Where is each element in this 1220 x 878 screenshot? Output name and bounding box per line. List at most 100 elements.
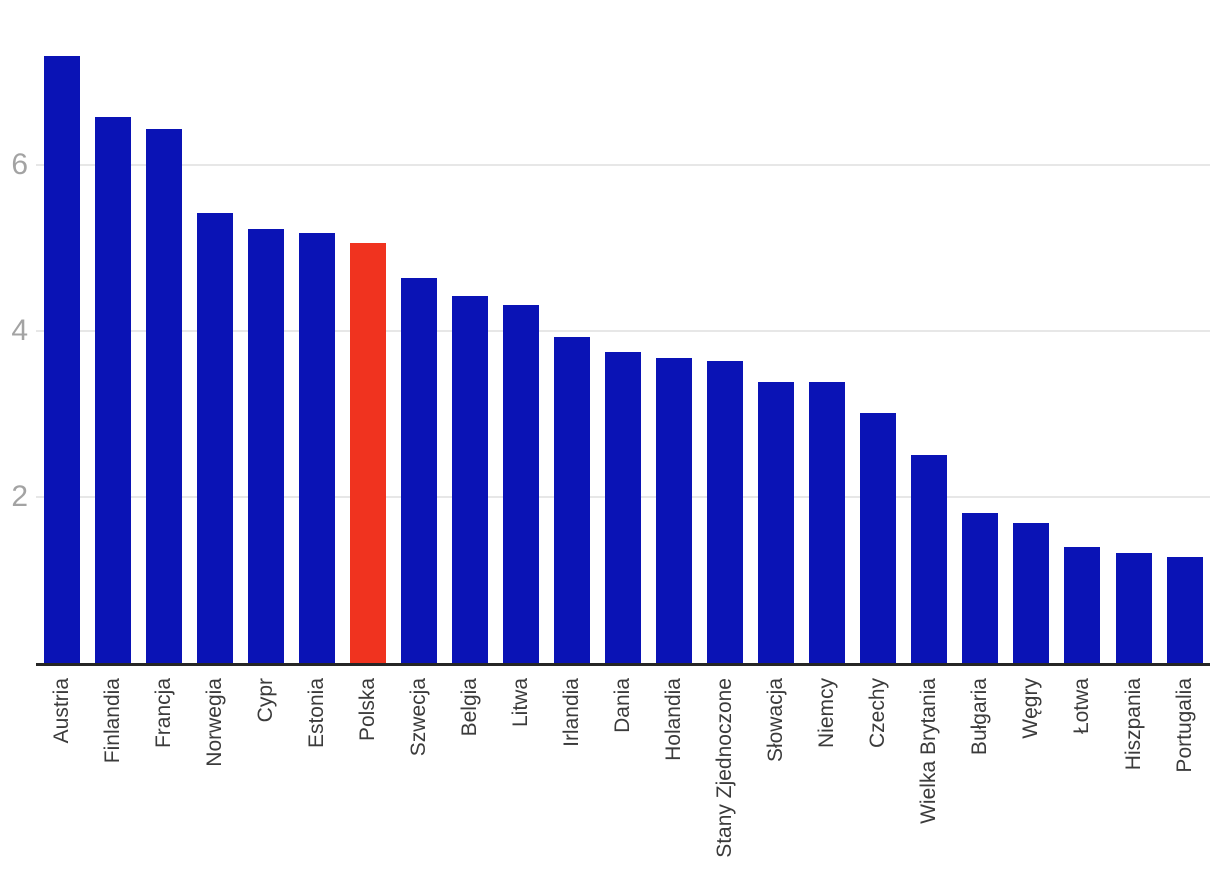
xtick-label-Finlandia: Finlandia <box>100 678 124 764</box>
xtick-label-Belgia: Belgia <box>457 678 481 737</box>
xlabel-slot: Litwa <box>495 666 546 878</box>
bar-slot <box>36 0 87 663</box>
xlabel-slot: Portugalia <box>1159 666 1210 878</box>
xlabel-slot: Dania <box>598 666 649 878</box>
xlabel-slot: Stany Zjednoczone <box>700 666 751 878</box>
ytick-label-6: 6 <box>11 148 28 182</box>
xtick-label-Bułgaria: Bułgaria <box>968 678 992 756</box>
bar-Niemcy <box>809 381 846 663</box>
xtick-label-Estonia: Estonia <box>304 678 328 749</box>
xlabel-slot: Estonia <box>291 666 342 878</box>
xtick-label-Cypr: Cypr <box>253 678 277 723</box>
xlabel-slot: Francja <box>138 666 189 878</box>
bar-Bułgaria <box>962 512 999 663</box>
bar-slot <box>87 0 138 663</box>
xtick-label-Litwa: Litwa <box>508 678 532 728</box>
xtick-label-Francja: Francja <box>151 678 175 749</box>
xtick-label-Niemcy: Niemcy <box>815 678 839 749</box>
xlabel-slot: Łotwa <box>1057 666 1108 878</box>
bar-slot <box>1108 0 1159 663</box>
xtick-label-Norwegia: Norwegia <box>202 678 226 767</box>
bar-slot <box>1006 0 1057 663</box>
bar-slot <box>138 0 189 663</box>
bar-slot <box>1159 0 1210 663</box>
xlabel-slot: Szwecja <box>393 666 444 878</box>
bar-Litwa <box>502 304 539 663</box>
plot-area <box>36 0 1210 663</box>
xlabel-slot: Cypr <box>240 666 291 878</box>
bar-Polska <box>349 243 386 663</box>
xlabel-slot: Bułgaria <box>955 666 1006 878</box>
xlabel-slot: Wielka Brytania <box>904 666 955 878</box>
x-axis-line <box>36 663 1210 666</box>
xlabel-slot: Polska <box>342 666 393 878</box>
bar-slot <box>802 0 853 663</box>
gridline-y-4 <box>36 330 1210 333</box>
bar-Słowacja <box>758 381 795 663</box>
bars-row <box>36 0 1210 663</box>
xtick-label-Polska: Polska <box>355 678 379 742</box>
xtick-label-Słowacja: Słowacja <box>764 678 788 763</box>
bar-Finlandia <box>94 117 131 663</box>
x-axis-tick-labels: Austria Finlandia Francja Norwegia Cypr Eston… <box>36 666 1210 878</box>
xtick-label-Portugalia: Portugalia <box>1172 678 1196 773</box>
bar-Portugalia <box>1166 556 1203 663</box>
xtick-label-Irlandia: Irlandia <box>559 678 583 747</box>
bar-slot <box>393 0 444 663</box>
xtick-label-Holandia: Holandia <box>662 678 686 761</box>
bar-slot <box>700 0 751 663</box>
bar-Stany Zjednoczone <box>707 360 744 663</box>
bar-slot <box>546 0 597 663</box>
xtick-label-Łotwa: Łotwa <box>1070 678 1094 735</box>
xlabel-slot: Hiszpania <box>1108 666 1159 878</box>
xlabel-slot: Węgry <box>1006 666 1057 878</box>
xtick-label-Stany Zjednoczone: Stany Zjednoczone <box>713 678 737 858</box>
bar-Estonia <box>298 233 335 663</box>
xtick-label-Szwecja: Szwecja <box>406 678 430 757</box>
bar-Cypr <box>247 229 284 663</box>
gridline-y-6 <box>36 164 1210 167</box>
bar-slot <box>240 0 291 663</box>
xlabel-slot: Norwegia <box>189 666 240 878</box>
bar-Austria <box>43 55 80 663</box>
xlabel-slot: Austria <box>36 666 87 878</box>
bar-slot <box>955 0 1006 663</box>
bar-Belgia <box>451 296 488 663</box>
ytick-label-2: 2 <box>11 480 28 514</box>
bar-slot <box>853 0 904 663</box>
bar-slot <box>291 0 342 663</box>
xlabel-slot: Irlandia <box>546 666 597 878</box>
xtick-label-Dania: Dania <box>611 678 635 733</box>
xtick-label-Wielka Brytania: Wielka Brytania <box>917 678 941 824</box>
xlabel-slot: Słowacja <box>751 666 802 878</box>
bar-slot <box>751 0 802 663</box>
bar-Łotwa <box>1064 546 1101 663</box>
bar-Czechy <box>860 413 897 663</box>
bar-slot <box>904 0 955 663</box>
bar-Irlandia <box>553 336 590 663</box>
bar-slot <box>444 0 495 663</box>
xlabel-slot: Finlandia <box>87 666 138 878</box>
xtick-label-Hiszpania: Hiszpania <box>1121 678 1145 771</box>
bar-slot <box>649 0 700 663</box>
bar-slot <box>342 0 393 663</box>
xtick-label-Węgry: Węgry <box>1019 678 1043 739</box>
bar-Dania <box>605 351 642 663</box>
xtick-label-Austria: Austria <box>49 678 73 744</box>
bar-Wielka Brytania <box>911 454 948 663</box>
bar-slot <box>189 0 240 663</box>
bar-Holandia <box>656 358 693 663</box>
xlabel-slot: Holandia <box>649 666 700 878</box>
bar-slot <box>495 0 546 663</box>
bar-Norwegia <box>196 213 233 663</box>
xtick-label-Czechy: Czechy <box>866 678 890 749</box>
bar-slot <box>1057 0 1108 663</box>
bar-Szwecja <box>400 277 437 663</box>
bar-Hiszpania <box>1115 553 1152 663</box>
xlabel-slot: Czechy <box>853 666 904 878</box>
bar-Francja <box>145 129 182 663</box>
xlabel-slot: Niemcy <box>802 666 853 878</box>
bar-Węgry <box>1013 522 1050 663</box>
bar-slot <box>598 0 649 663</box>
